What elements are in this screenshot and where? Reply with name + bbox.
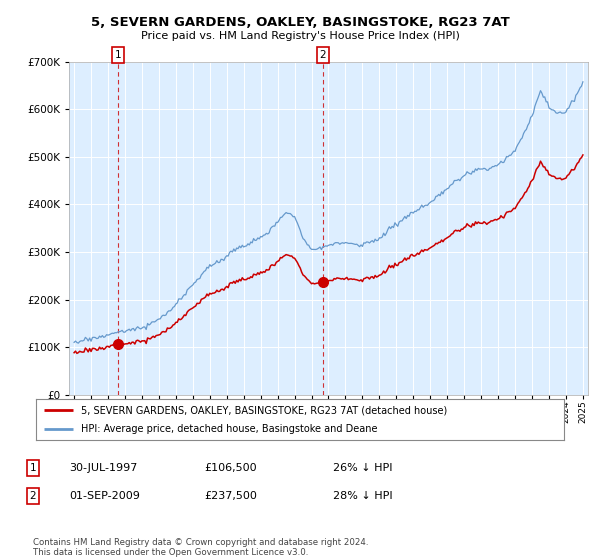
Text: 1: 1 <box>115 50 121 60</box>
Text: HPI: Average price, detached house, Basingstoke and Deane: HPI: Average price, detached house, Basi… <box>81 424 377 433</box>
Text: Price paid vs. HM Land Registry's House Price Index (HPI): Price paid vs. HM Land Registry's House … <box>140 31 460 41</box>
Text: 5, SEVERN GARDENS, OAKLEY, BASINGSTOKE, RG23 7AT: 5, SEVERN GARDENS, OAKLEY, BASINGSTOKE, … <box>91 16 509 29</box>
Text: £237,500: £237,500 <box>204 491 257 501</box>
Text: 30-JUL-1997: 30-JUL-1997 <box>69 463 137 473</box>
Text: 28% ↓ HPI: 28% ↓ HPI <box>333 491 392 501</box>
Text: Contains HM Land Registry data © Crown copyright and database right 2024.
This d: Contains HM Land Registry data © Crown c… <box>33 538 368 557</box>
Text: 2: 2 <box>29 491 37 501</box>
Text: 5, SEVERN GARDENS, OAKLEY, BASINGSTOKE, RG23 7AT (detached house): 5, SEVERN GARDENS, OAKLEY, BASINGSTOKE, … <box>81 405 447 415</box>
Text: 01-SEP-2009: 01-SEP-2009 <box>69 491 140 501</box>
Text: £106,500: £106,500 <box>204 463 257 473</box>
Text: 26% ↓ HPI: 26% ↓ HPI <box>333 463 392 473</box>
Text: 1: 1 <box>29 463 37 473</box>
Text: 2: 2 <box>320 50 326 60</box>
